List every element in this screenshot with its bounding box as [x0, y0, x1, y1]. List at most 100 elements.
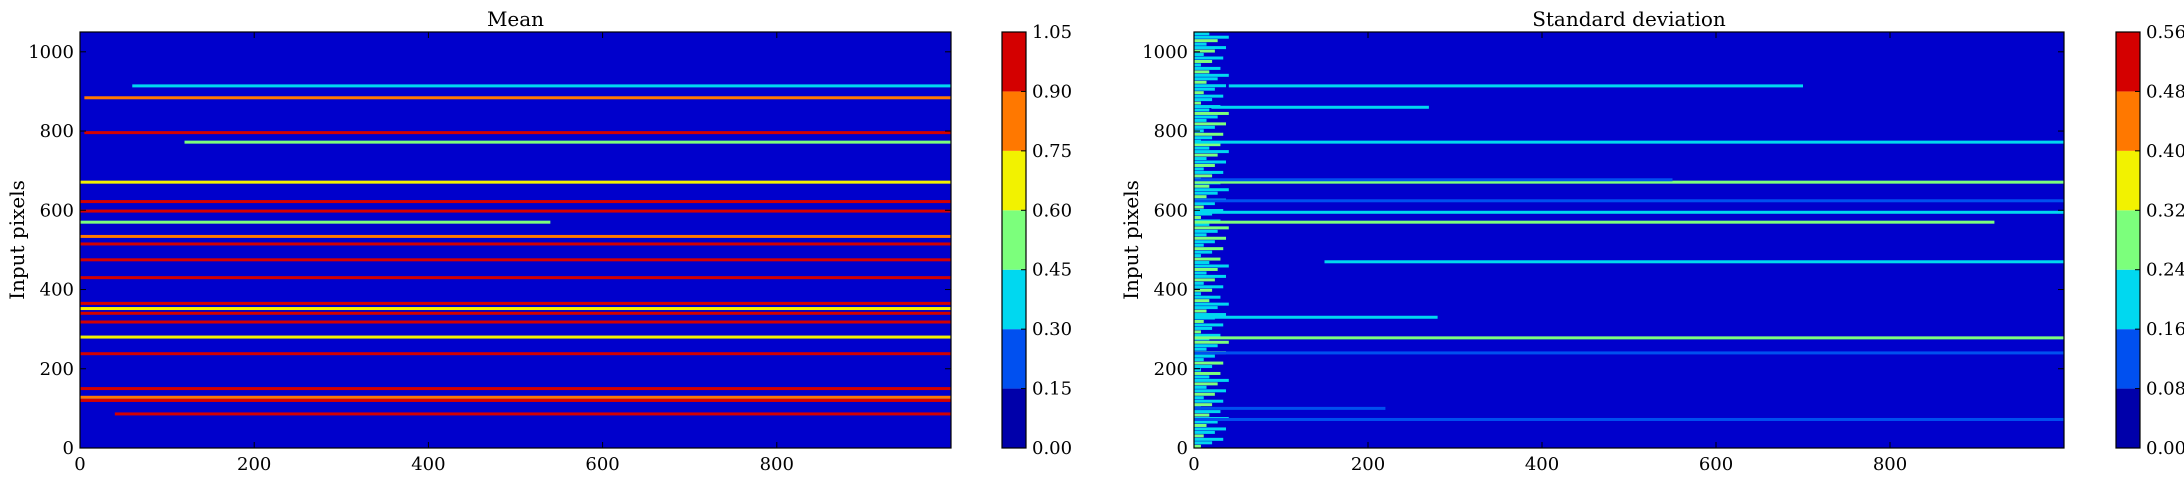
mean-colorbar-segment	[1002, 269, 1026, 330]
mean-heatmap-band	[80, 258, 951, 262]
std-colorbar-segment	[2116, 210, 2140, 270]
std-edge-noise-cell	[1194, 236, 1227, 240]
std-edge-noise-cell	[1194, 222, 1210, 226]
std-chart-title: Standard deviation	[1532, 7, 1726, 31]
mean-colorbar-tick-label: 0.30	[1032, 319, 1072, 340]
mean-plot-frame	[79, 31, 952, 449]
std-heatmap-band	[1194, 315, 1438, 319]
std-y-axis-label: Input pixels	[1119, 180, 1143, 300]
std-edge-noise-cell	[1194, 108, 1210, 112]
mean-heatmap-band	[80, 234, 951, 238]
std-edge-noise-cell	[1194, 150, 1229, 154]
mean-heatmap-band	[80, 387, 951, 391]
std-colorbar-tick-label: 0.32	[2146, 200, 2184, 221]
mean-heatmap-background	[80, 32, 951, 448]
mean-heatmap-band	[80, 307, 951, 311]
std-edge-noise-cell	[1194, 444, 1201, 448]
std-edge-noise-cell	[1194, 382, 1218, 386]
std-edge-noise-cell	[1194, 403, 1213, 407]
std-edge-noise-cell	[1194, 35, 1229, 39]
mean-y-tick-label: 1000	[28, 42, 74, 63]
std-colorbar-tick-label: 0.56	[2146, 22, 2184, 43]
std-x-tick-label: 400	[1525, 454, 1559, 475]
std-edge-noise-cell	[1194, 344, 1218, 348]
std-edge-noise-cell	[1194, 66, 1221, 70]
mean-colorbar-tick-label: 0.15	[1032, 379, 1072, 400]
std-edge-noise-cell	[1194, 323, 1224, 327]
std-edge-noise-cell	[1194, 281, 1204, 285]
std-edge-noise-cell	[1194, 39, 1218, 43]
std-edge-noise-cell	[1194, 254, 1201, 258]
mean-x-tick-label: 800	[760, 454, 794, 475]
mean-heatmap-band	[80, 395, 951, 399]
std-y-tick-label: 600	[1154, 200, 1188, 221]
std-edge-noise-cell	[1194, 118, 1207, 122]
mean-colorbar-segment	[1002, 32, 1026, 92]
std-edge-noise-cell	[1194, 163, 1215, 167]
std-edge-noise-cell	[1194, 101, 1201, 105]
std-edge-noise-cell	[1194, 32, 1210, 36]
std-edge-noise-cell	[1194, 53, 1204, 57]
std-edge-noise-cell	[1194, 205, 1204, 209]
std-colorbar-segment	[2116, 150, 2140, 211]
std-edge-noise-cell	[1194, 385, 1207, 389]
std-edge-noise-cell	[1194, 326, 1213, 330]
std-edge-noise-cell	[1194, 125, 1215, 129]
std-edge-noise-cell	[1194, 302, 1229, 306]
std-edge-noise-cell	[1194, 247, 1224, 251]
std-edge-noise-cell	[1194, 274, 1227, 278]
std-edge-noise-cell	[1194, 136, 1213, 140]
std-heatmap-band	[1194, 220, 1995, 224]
std-edge-noise-cell	[1194, 98, 1213, 102]
std-colorbar-tick-label: 0.24	[2146, 260, 2184, 281]
mean-colorbar-tick-label: 0.60	[1032, 200, 1072, 221]
std-y-tick-label: 0	[1177, 438, 1188, 459]
std-edge-noise-cell	[1194, 330, 1201, 334]
std-edge-noise-cell	[1194, 319, 1204, 323]
std-heatmap-band	[1211, 105, 1429, 109]
mean-colorbar-tick-label: 0.90	[1032, 81, 1072, 102]
mean-heatmap-band	[84, 96, 952, 100]
std-edge-noise-cell	[1194, 441, 1213, 445]
std-edge-noise-cell	[1194, 340, 1229, 344]
std-edge-noise-cell	[1194, 56, 1224, 60]
std-edge-noise-cell	[1194, 80, 1207, 84]
mean-heatmap-band	[80, 242, 951, 246]
std-edge-noise-cell	[1194, 389, 1227, 393]
std-colorbar-segment	[2116, 269, 2140, 330]
std-y-tick-label: 800	[1154, 121, 1188, 142]
std-edge-noise-cell	[1194, 285, 1224, 289]
std-x-tick-label: 200	[1351, 454, 1385, 475]
std-colorbar-segment	[2116, 388, 2140, 448]
std-edge-noise-cell	[1194, 105, 1221, 109]
std-edge-noise-cell	[1194, 87, 1215, 91]
mean-colorbar-tick-label: 0.00	[1032, 438, 1072, 459]
std-edge-noise-cell	[1194, 347, 1207, 351]
std-edge-noise-cell	[1194, 46, 1227, 50]
std-edge-noise-cell	[1194, 229, 1218, 233]
std-edge-noise-cell	[1194, 226, 1229, 230]
std-edge-noise-cell	[1194, 264, 1229, 268]
std-edge-noise-cell	[1194, 267, 1218, 271]
std-edge-noise-cell	[1194, 59, 1213, 63]
std-edge-noise-cell	[1194, 257, 1221, 261]
std-edge-noise-cell	[1194, 243, 1204, 247]
std-plot-frame	[1193, 31, 2065, 449]
std-edge-noise-cell	[1194, 434, 1204, 438]
std-edge-noise-cell	[1194, 146, 1210, 150]
std-edge-noise-cell	[1194, 309, 1207, 313]
std-edge-noise-cell	[1194, 122, 1227, 126]
std-heatmap-background	[1194, 32, 2064, 448]
std-heatmap-band	[1194, 406, 1386, 410]
mean-y-tick-label: 600	[40, 200, 74, 221]
mean-colorbar-segment	[1002, 150, 1026, 211]
mean-heatmap-band	[184, 140, 951, 144]
std-heatmap-band	[1194, 336, 2064, 340]
std-edge-noise-cell	[1194, 84, 1227, 88]
std-edge-noise-cell	[1194, 115, 1218, 119]
mean-colorbar-tick-label: 0.75	[1032, 141, 1072, 162]
std-colorbar-tick-label: 0.40	[2146, 141, 2184, 162]
std-edge-noise-cell	[1194, 299, 1210, 303]
mean-heatmap-band	[114, 412, 952, 416]
